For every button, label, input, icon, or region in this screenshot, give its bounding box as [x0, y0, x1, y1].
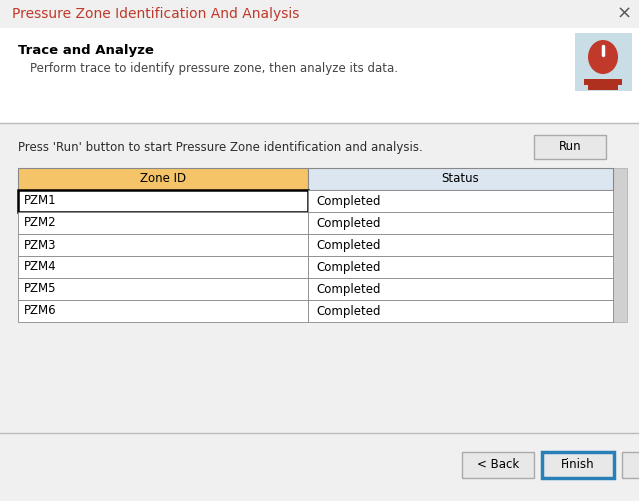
- Text: Cancel: Cancel: [638, 458, 639, 471]
- Text: ×: ×: [617, 5, 631, 23]
- Text: Completed: Completed: [316, 283, 380, 296]
- Bar: [308, 190, 613, 212]
- Text: Completed: Completed: [316, 305, 380, 318]
- Bar: [588, 85, 618, 90]
- Bar: [308, 278, 613, 300]
- Bar: [308, 300, 613, 322]
- Bar: [308, 212, 613, 234]
- Bar: [622, 452, 639, 478]
- Text: Press 'Run' button to start Pressure Zone identification and analysis.: Press 'Run' button to start Pressure Zon…: [18, 140, 423, 153]
- Bar: [18, 256, 308, 278]
- Bar: [0, 433, 639, 501]
- Text: PZM3: PZM3: [24, 238, 56, 252]
- Text: Status: Status: [442, 172, 479, 185]
- Text: Perform trace to identify pressure zone, then analyze its data.: Perform trace to identify pressure zone,…: [30, 62, 398, 75]
- Bar: [308, 256, 613, 278]
- Bar: [575, 33, 632, 91]
- Bar: [18, 234, 308, 256]
- Text: PZM6: PZM6: [24, 305, 57, 318]
- Text: Completed: Completed: [316, 261, 380, 274]
- Text: Run: Run: [558, 140, 581, 153]
- Bar: [0, 0, 639, 28]
- Bar: [18, 300, 308, 322]
- Text: Completed: Completed: [316, 238, 380, 252]
- Text: < Back: < Back: [477, 458, 519, 471]
- Text: Zone ID: Zone ID: [140, 172, 186, 185]
- Text: Trace and Analyze: Trace and Analyze: [18, 44, 154, 57]
- Bar: [18, 190, 308, 212]
- Text: Pressure Zone Identification And Analysis: Pressure Zone Identification And Analysi…: [12, 7, 300, 21]
- Text: Completed: Completed: [316, 216, 380, 229]
- Bar: [0, 123, 639, 433]
- Bar: [308, 168, 613, 190]
- Text: PZM1: PZM1: [24, 194, 57, 207]
- Bar: [0, 28, 639, 123]
- Text: PZM5: PZM5: [24, 283, 56, 296]
- Bar: [308, 234, 613, 256]
- Bar: [18, 168, 308, 190]
- Text: Completed: Completed: [316, 194, 380, 207]
- Ellipse shape: [588, 40, 618, 74]
- Text: PZM2: PZM2: [24, 216, 57, 229]
- Text: Finish: Finish: [561, 458, 595, 471]
- Bar: [584, 79, 622, 85]
- Bar: [534, 135, 606, 159]
- Text: PZM4: PZM4: [24, 261, 57, 274]
- Bar: [462, 452, 534, 478]
- Bar: [613, 168, 627, 322]
- Bar: [18, 278, 308, 300]
- Bar: [542, 452, 614, 478]
- Bar: [18, 212, 308, 234]
